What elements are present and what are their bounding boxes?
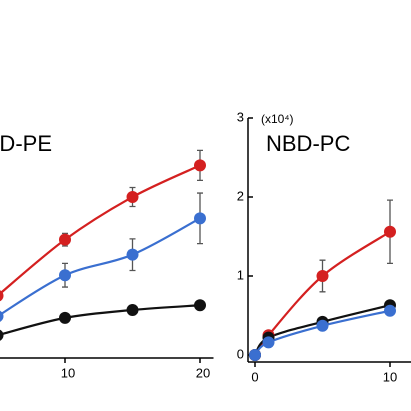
data-point [126, 248, 139, 261]
data-point [126, 191, 139, 203]
data-point [0, 310, 4, 322]
data-point [59, 311, 71, 324]
data-point [59, 233, 71, 246]
series-line [254, 309, 391, 356]
data-point [384, 304, 396, 317]
data-point [194, 159, 206, 172]
y-tick-label: 3 [237, 109, 244, 124]
data-point [194, 299, 206, 312]
chart-title: NBD-PC [266, 131, 350, 156]
data-point [384, 225, 396, 238]
data-point [249, 349, 261, 361]
x-tick-label: 10 [383, 369, 397, 384]
data-point [194, 212, 206, 225]
series-line [0, 217, 201, 317]
data-point [316, 270, 329, 282]
x-tick-label: 10 [61, 365, 75, 380]
series-line [0, 304, 201, 336]
data-point [0, 329, 4, 341]
data-point [316, 319, 329, 332]
y-axis-label: (x10⁴) [261, 112, 294, 126]
data-point [262, 336, 275, 349]
series-line [254, 304, 391, 356]
x-tick-label: 0 [251, 369, 258, 384]
y-tick-label: 2 [237, 188, 244, 203]
data-point [59, 269, 71, 282]
data-point [0, 290, 4, 302]
y-tick-label: 0 [237, 346, 244, 361]
series-line [0, 164, 201, 296]
chart-title: NBD-PE [0, 131, 52, 156]
data-point [126, 303, 139, 316]
x-tick-label: 20 [196, 365, 210, 380]
series-line [254, 230, 391, 356]
y-tick-label: 1 [237, 267, 244, 282]
